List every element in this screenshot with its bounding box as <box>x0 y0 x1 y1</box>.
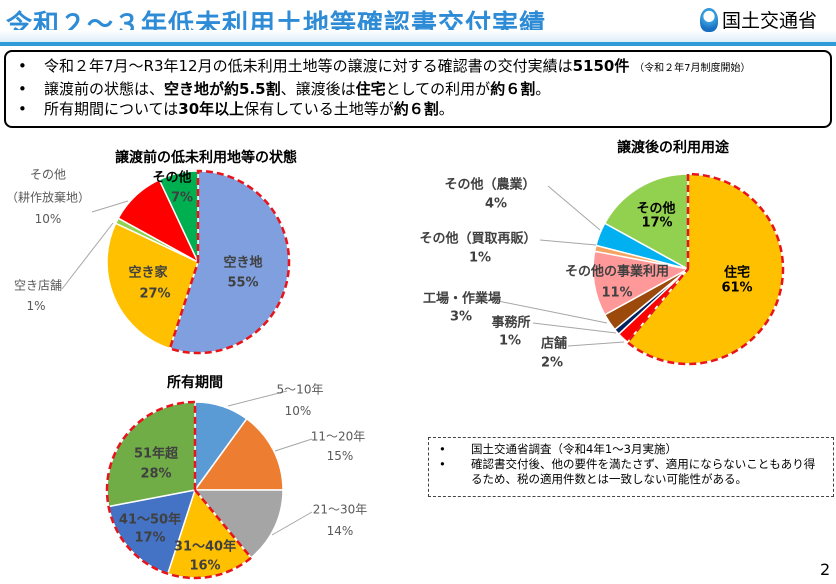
slice-value: 61% <box>721 280 753 296</box>
pie-slice <box>106 222 199 350</box>
slice-value: 1% <box>498 333 522 349</box>
text: 所有期間については <box>44 100 179 118</box>
pie-slice <box>603 173 689 271</box>
slice-label: 空き家 <box>128 265 168 281</box>
text: 約６割 <box>490 80 536 98</box>
slice-label: 21～30年 <box>312 502 368 517</box>
slice-value: 3% <box>449 309 473 325</box>
summary-line-3: 所有期間については30年以上保有している土地等が約６割。 <box>16 99 830 119</box>
slice-label: 事務所 <box>491 315 531 331</box>
pie-slice <box>193 489 284 559</box>
slice-label: 空き地 <box>223 255 263 271</box>
chart-title: 譲渡前の低未利用地等の状態 <box>115 150 297 166</box>
text: としての利用が <box>385 80 491 98</box>
slice-value: 17% <box>134 530 166 546</box>
slice-label: その他 <box>636 201 676 217</box>
slice-label: 店舗 <box>540 336 568 352</box>
leader-line <box>274 438 313 452</box>
highlight-outline <box>168 169 291 355</box>
slice-label: その他の事業利用 <box>564 264 670 280</box>
slice-value: 17% <box>641 215 673 231</box>
logo-text: 国土交通省 <box>722 10 818 32</box>
slice-value: 10% <box>34 212 62 226</box>
text: 譲渡前の状態は、 <box>44 80 165 98</box>
mlit-logo-icon <box>700 7 718 32</box>
summary-line-2: 譲渡前の状態は、空き地が約5.5割、譲渡後は住宅としての利用が約６割。 <box>16 79 830 99</box>
chart-title: 所有期間 <box>167 375 223 391</box>
notes-box: 国土交通省調査（令和4年1～3月実施） 確認書交付後、他の要件を満たさず、適用に… <box>428 437 834 497</box>
chart-title: 譲渡後の利用用途 <box>617 140 729 156</box>
slice-label: 41～50年 <box>118 512 182 528</box>
text: 保有している土地等が <box>244 100 394 118</box>
slice-value: 7% <box>170 190 194 206</box>
slice-value: 55% <box>227 275 259 291</box>
page-number: 2 <box>820 560 831 579</box>
slice-value: 27% <box>139 286 171 302</box>
leader-line <box>547 185 601 231</box>
title-rule <box>0 42 836 46</box>
title-band <box>0 30 836 44</box>
leader-line <box>497 300 608 324</box>
slice-label: 工場・作業場 <box>422 291 502 307</box>
slice-value: 16% <box>189 558 221 574</box>
slice-label: 11～20年 <box>310 429 366 444</box>
pie-slice <box>592 250 691 316</box>
slice-value: 15% <box>326 449 354 463</box>
pie-slice <box>193 417 284 491</box>
slice-label: 51年超 <box>133 446 179 462</box>
slice-value: 1% <box>26 299 46 313</box>
slice-label: 5～10年 <box>276 382 324 397</box>
text: 約６割 <box>393 100 439 118</box>
slice-label: その他 <box>29 167 67 182</box>
note-item: 国土交通省調査（令和4年1～3月実施） <box>437 442 825 457</box>
slice-value: 2% <box>540 355 564 371</box>
leader-line <box>271 511 313 536</box>
highlight-outline <box>625 172 785 366</box>
slice-label: 住宅 <box>723 265 751 281</box>
text: 空き地が約5.5割 <box>164 80 281 98</box>
summary-box: 令和２年7月～R3年12月の低未利用土地等の譲渡に対する確認書の交付実績は515… <box>4 50 832 128</box>
slice-value: 4% <box>484 196 508 212</box>
slice-value: 10% <box>284 404 312 418</box>
slice-value: 28% <box>140 466 172 482</box>
logo: 国土交通省 <box>700 6 817 33</box>
text: 。 <box>535 80 551 98</box>
highlight-outline <box>105 400 253 580</box>
text: 住宅 <box>355 80 386 98</box>
leader-line <box>532 322 617 334</box>
slice-value: 14% <box>326 524 354 538</box>
slice-value: 11% <box>601 285 633 301</box>
summary-line-1: 令和２年7月～R3年12月の低未利用土地等の譲渡に対する確認書の交付実績は515… <box>16 56 830 79</box>
leader-line <box>539 239 597 246</box>
count: 5150件 <box>572 57 630 75</box>
text: 、譲渡後は <box>280 80 356 98</box>
slice-label: 空き店舗 <box>13 278 63 293</box>
note-item: 確認書交付後、他の要件を満たさず、適用にならないこともあり得るため、税の適用件数… <box>437 457 825 487</box>
slice-label: （耕作放棄地） <box>5 190 91 205</box>
leader-line <box>567 341 625 347</box>
note: （令和２年7月制度開始） <box>634 63 751 74</box>
slice-label: 31～40年 <box>173 539 237 555</box>
slice-label: その他 <box>152 170 192 186</box>
slice-label: その他（買取再販） <box>419 231 537 247</box>
text: 令和２年7月～R3年12月の低未利用土地等の譲渡に対する確認書の交付実績は <box>44 57 573 75</box>
leader-line <box>61 222 114 290</box>
slice-value: 1% <box>468 250 492 266</box>
slice-label: その他（農業） <box>444 177 536 193</box>
text: 。 <box>438 100 454 118</box>
text: 30年以上 <box>178 100 245 118</box>
leader-line <box>227 390 288 407</box>
leader-line <box>91 200 129 213</box>
